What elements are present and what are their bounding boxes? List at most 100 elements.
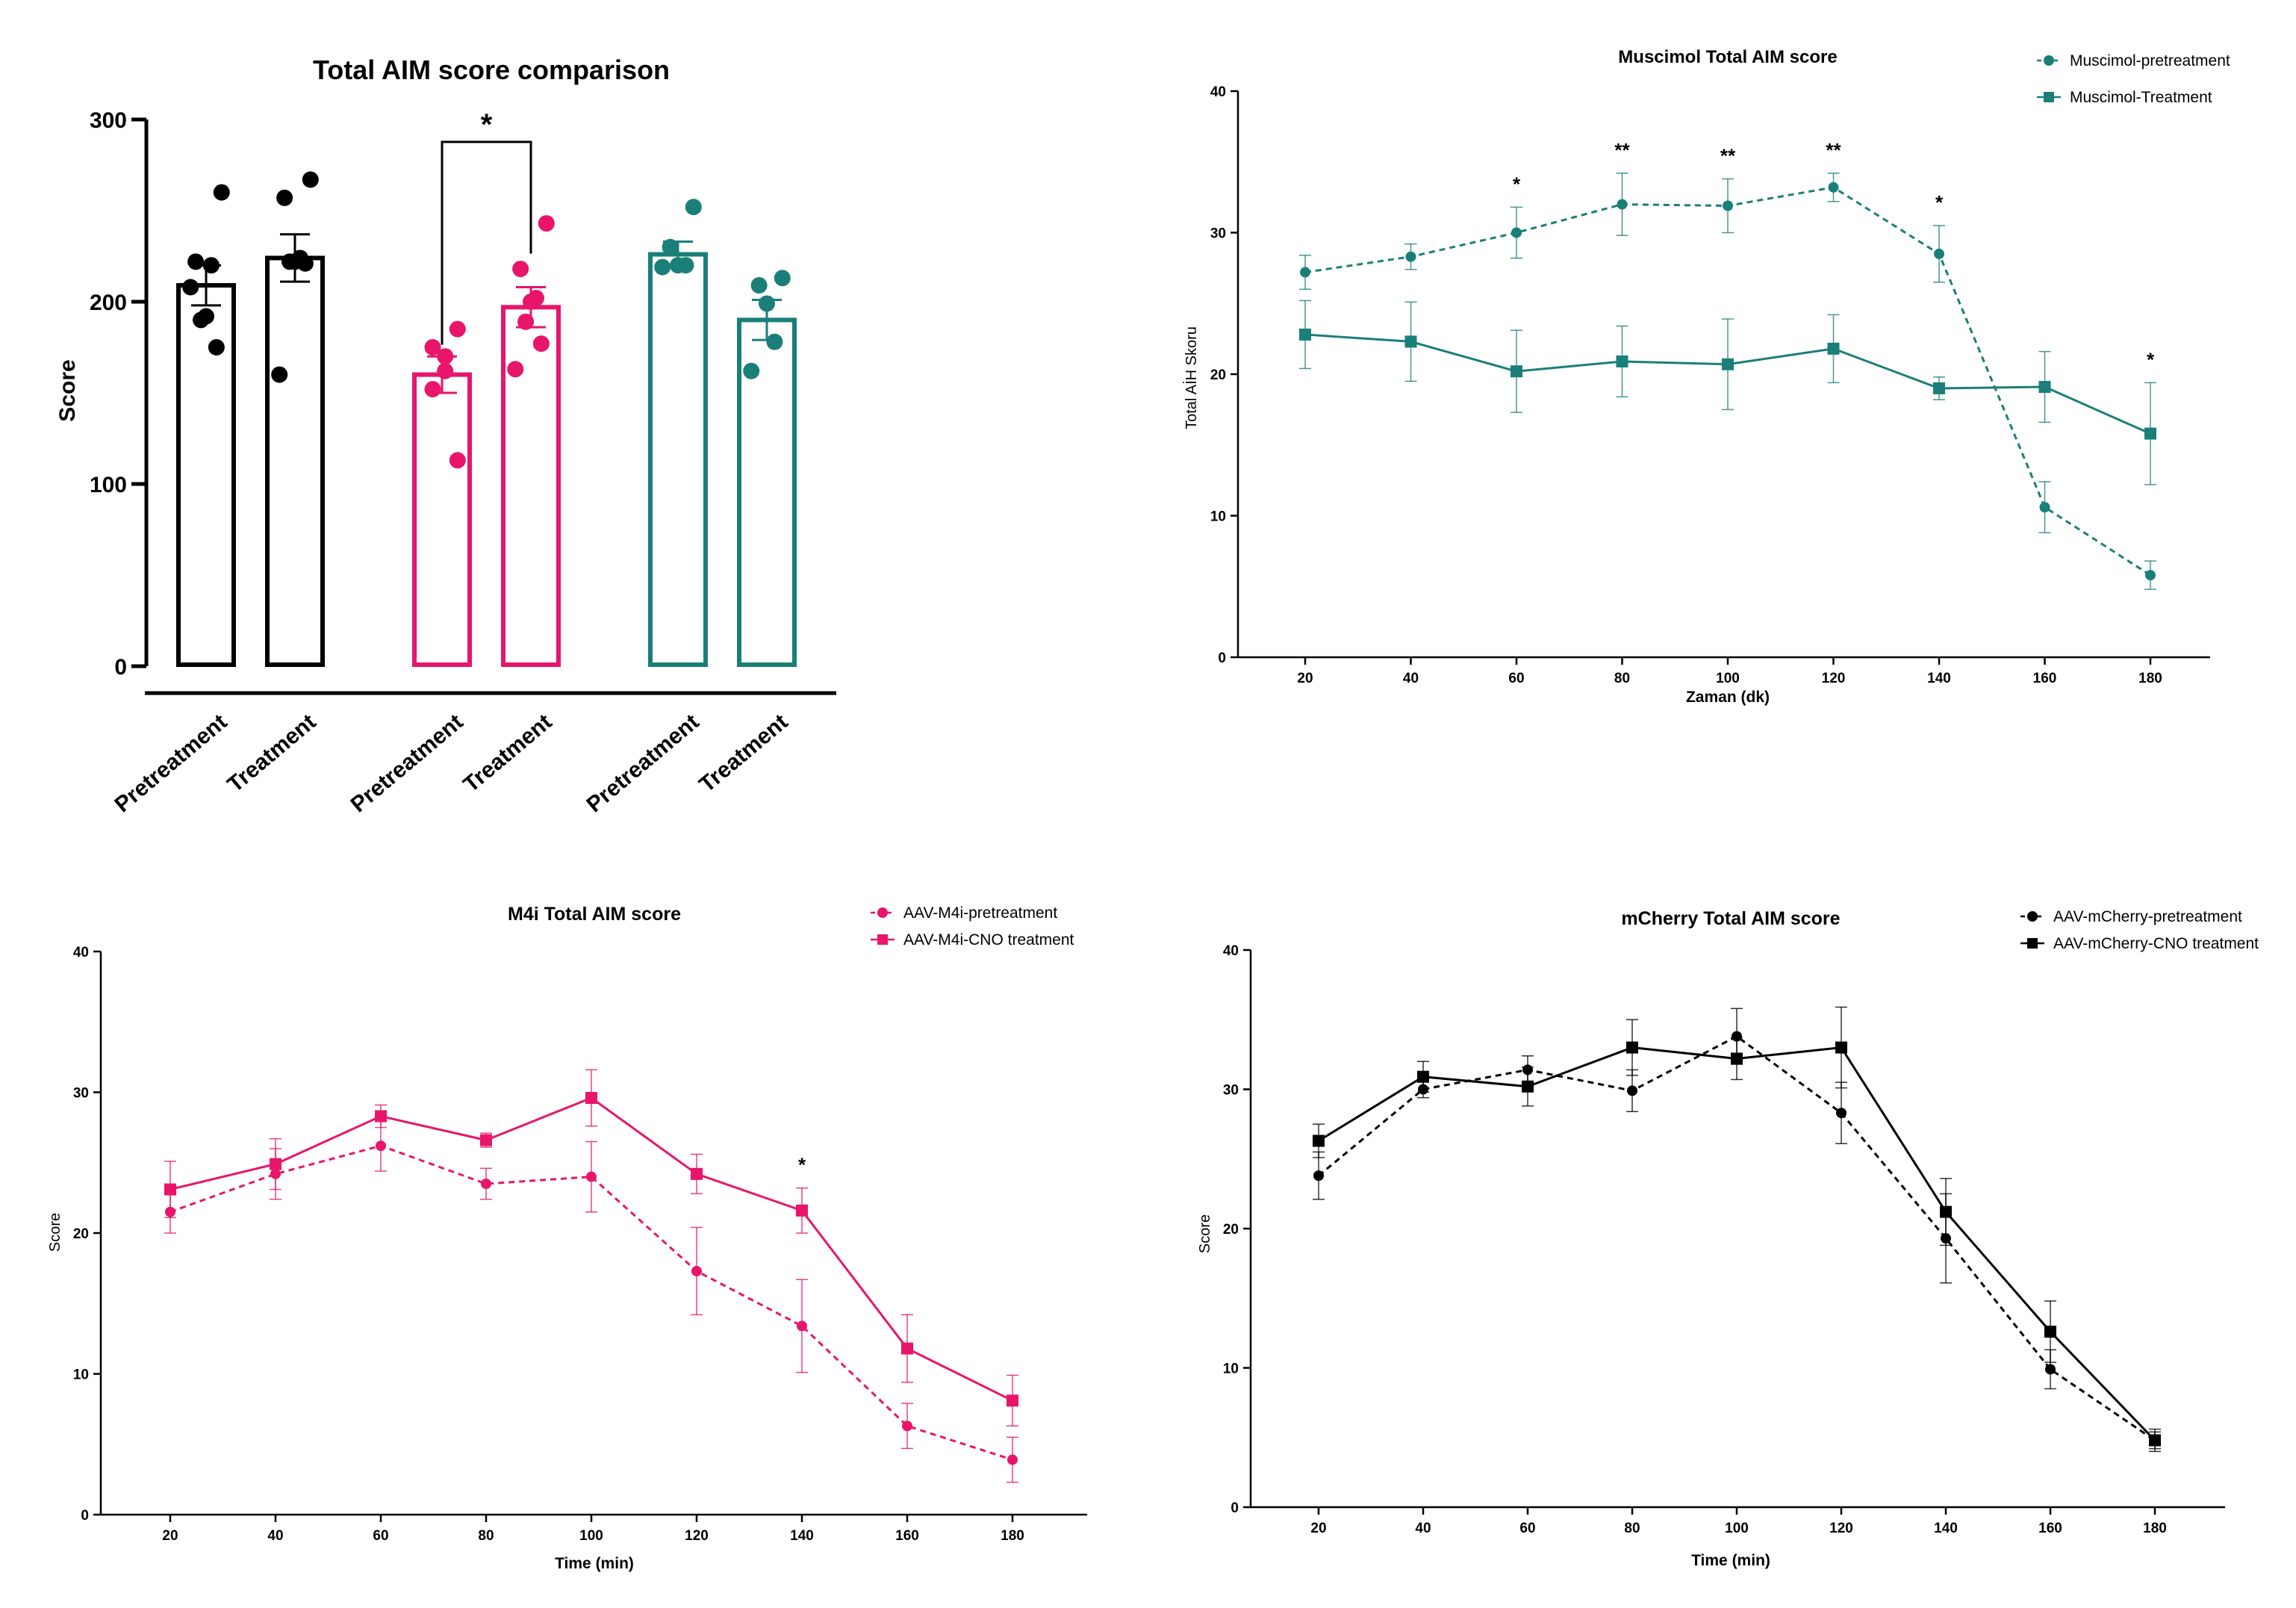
data-point xyxy=(2039,502,2050,513)
data-point xyxy=(654,258,671,276)
data-point xyxy=(270,1158,281,1170)
data-point xyxy=(797,1320,807,1332)
data-point xyxy=(296,255,314,272)
y-tick-label: 10 xyxy=(1223,1362,1239,1377)
bar xyxy=(412,372,472,667)
legend-label: Muscimol-pretreatment xyxy=(2070,52,2230,69)
data-point xyxy=(1616,355,1628,367)
data-point xyxy=(1731,1052,1743,1065)
y-tick-label: 30 xyxy=(1223,1083,1239,1099)
data-point xyxy=(691,1265,702,1276)
legend-label: AAV-mCherry-pretreatment xyxy=(2053,908,2242,925)
y-tick-label: 10 xyxy=(1210,509,1226,525)
x-tick-label: 40 xyxy=(1415,1521,1431,1536)
data-point xyxy=(1934,248,1944,259)
x-axis-label: Time (min) xyxy=(1691,1552,1770,1569)
x-tick-label: 140 xyxy=(1927,671,1951,686)
line-chart-mcherry: mCherry Total AIM score Time (min) Score… xyxy=(1197,908,2259,1569)
data-point xyxy=(585,1092,597,1105)
data-point xyxy=(449,452,466,469)
data-point xyxy=(1836,1108,1847,1119)
x-tick-label: Treatment xyxy=(223,710,320,797)
data-point xyxy=(743,362,760,379)
data-point xyxy=(517,313,535,330)
x-tick-label: 140 xyxy=(1934,1521,1958,1536)
chart-title: Muscimol Total AIM score xyxy=(1618,47,1837,67)
data-point xyxy=(1299,328,1311,341)
data-point xyxy=(1417,1070,1429,1083)
x-tick-label: Treatment xyxy=(458,710,556,797)
data-point xyxy=(759,295,775,312)
data-point xyxy=(774,270,791,287)
x-tick-label: 160 xyxy=(2038,1521,2062,1536)
data-point xyxy=(375,1110,387,1123)
significance-label: * xyxy=(1935,191,1944,214)
data-point xyxy=(507,361,524,378)
x-tick-label: 60 xyxy=(1508,671,1524,686)
y-tick-label: 20 xyxy=(1210,367,1226,383)
data-point xyxy=(662,238,679,255)
line-chart-muscimol: Muscimol Total AIM score Zaman (dk) Tota… xyxy=(1183,47,2230,706)
x-tick-label: 100 xyxy=(1716,671,1740,686)
y-tick-label: 20 xyxy=(73,1226,89,1242)
data-point xyxy=(586,1171,597,1182)
data-point xyxy=(424,381,441,398)
data-point xyxy=(1313,1134,1325,1147)
x-axis-label: Zaman (dk) xyxy=(1686,689,1770,706)
significance-label: * xyxy=(1513,173,1521,195)
y-tick-label: 0 xyxy=(1231,1500,1239,1516)
significance-label: * xyxy=(2147,348,2155,370)
significance-label: ** xyxy=(1826,139,1841,161)
data-point xyxy=(1300,267,1310,278)
series-line xyxy=(1318,1034,2156,1441)
y-axis-label: Score xyxy=(47,1213,63,1252)
data-point xyxy=(208,339,225,356)
legend-label: AAV-M4i-CNO treatment xyxy=(903,931,1074,949)
data-point xyxy=(691,1167,703,1180)
data-point xyxy=(1933,382,1945,394)
x-tick-label: 60 xyxy=(1519,1521,1535,1536)
y-axis-label: Total AİH Skoru xyxy=(1183,326,1200,429)
y-tick-label: 0 xyxy=(1218,651,1226,666)
chart-title: M4i Total AIM score xyxy=(508,904,681,925)
bar xyxy=(265,255,325,667)
data-point xyxy=(480,1134,492,1146)
data-point xyxy=(1511,365,1522,378)
y-tick-label: 30 xyxy=(73,1086,89,1102)
data-point xyxy=(2144,427,2156,440)
bar xyxy=(648,252,708,667)
data-point xyxy=(538,215,555,232)
x-axis-label: Time (min) xyxy=(555,1555,634,1572)
data-point xyxy=(1723,200,1733,211)
data-point xyxy=(437,362,454,379)
data-point xyxy=(1835,1041,1847,1054)
x-tick-label: 120 xyxy=(685,1528,709,1544)
y-axis-label: Score xyxy=(55,359,80,421)
data-point xyxy=(164,1183,176,1196)
x-tick-label: Pretreatment xyxy=(582,710,704,817)
x-tick-label: 160 xyxy=(895,1528,919,1544)
data-point xyxy=(685,199,702,216)
data-point xyxy=(677,257,694,274)
legend: AAV-M4i-pretreatment AAV-M4i-CNO treatme… xyxy=(871,904,1074,949)
data-point xyxy=(796,1204,808,1217)
significance-bracket xyxy=(441,140,532,345)
x-tick-label: 40 xyxy=(267,1528,283,1544)
y-tick-label: 20 xyxy=(1223,1222,1239,1238)
x-tick-label: 80 xyxy=(1614,671,1630,686)
legend-label: Muscimol-Treatment xyxy=(2070,89,2212,106)
data-point xyxy=(901,1342,913,1355)
data-point xyxy=(1940,1205,1952,1218)
data-point xyxy=(187,253,205,270)
data-point xyxy=(1732,1031,1742,1042)
legend: Muscimol-pretreatment Muscimol-Treatment xyxy=(2037,52,2230,106)
y-tick-label: 300 xyxy=(90,108,127,133)
x-tick-label: 80 xyxy=(478,1528,494,1544)
data-point xyxy=(1522,1080,1534,1093)
data-point xyxy=(182,279,199,296)
data-point xyxy=(437,348,454,365)
data-point xyxy=(2044,1326,2056,1338)
y-tick-label: 0 xyxy=(81,1508,89,1524)
